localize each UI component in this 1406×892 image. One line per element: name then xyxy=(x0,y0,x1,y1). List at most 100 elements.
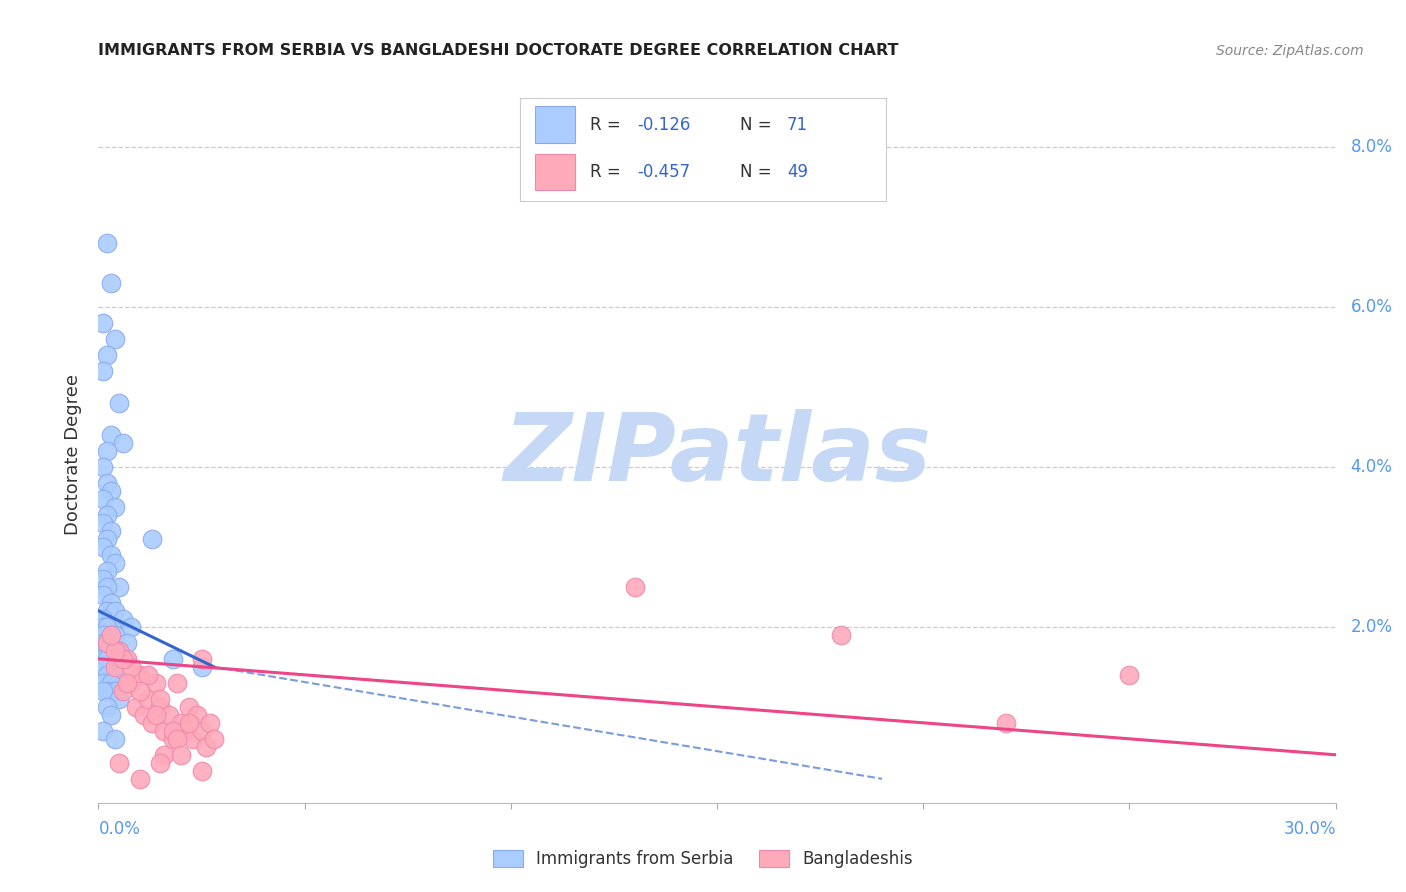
Point xyxy=(108,644,131,658)
Point xyxy=(100,707,122,722)
Point xyxy=(149,699,172,714)
Point xyxy=(91,588,114,602)
Point xyxy=(190,652,212,666)
Point xyxy=(96,636,118,650)
Point xyxy=(100,660,122,674)
Point xyxy=(96,636,118,650)
Point xyxy=(145,676,167,690)
Point xyxy=(91,540,114,554)
Point xyxy=(136,668,159,682)
Point xyxy=(108,644,131,658)
FancyBboxPatch shape xyxy=(534,106,575,144)
Text: 0.0%: 0.0% xyxy=(98,821,141,838)
Point xyxy=(112,436,135,450)
Point xyxy=(153,723,176,738)
Point xyxy=(91,652,114,666)
Point xyxy=(91,652,114,666)
Point xyxy=(104,683,127,698)
Point xyxy=(100,483,122,498)
Point xyxy=(1118,668,1140,682)
Text: ZIPatlas: ZIPatlas xyxy=(503,409,931,501)
Point xyxy=(994,715,1017,730)
Point xyxy=(108,396,131,410)
Point xyxy=(117,652,139,666)
Point xyxy=(162,652,184,666)
Point xyxy=(96,668,118,682)
FancyBboxPatch shape xyxy=(534,153,575,190)
Point xyxy=(190,764,212,778)
Point xyxy=(96,620,118,634)
Point xyxy=(91,620,114,634)
Point xyxy=(91,636,114,650)
Point xyxy=(104,668,127,682)
Text: 6.0%: 6.0% xyxy=(1351,298,1392,316)
Text: IMMIGRANTS FROM SERBIA VS BANGLADESHI DOCTORATE DEGREE CORRELATION CHART: IMMIGRANTS FROM SERBIA VS BANGLADESHI DO… xyxy=(98,43,898,58)
Point xyxy=(120,676,142,690)
Point xyxy=(96,652,118,666)
Point xyxy=(136,691,159,706)
Text: 49: 49 xyxy=(787,163,808,181)
Point xyxy=(112,612,135,626)
Point xyxy=(96,235,118,250)
Text: R =: R = xyxy=(589,163,626,181)
Point xyxy=(104,731,127,746)
Point xyxy=(96,644,118,658)
Point xyxy=(96,564,118,578)
Point xyxy=(91,683,114,698)
Point xyxy=(170,747,193,762)
Y-axis label: Doctorate Degree: Doctorate Degree xyxy=(63,375,82,535)
Point xyxy=(145,707,167,722)
Point xyxy=(179,699,201,714)
Point xyxy=(124,699,146,714)
Point xyxy=(91,723,114,738)
Point xyxy=(96,532,118,546)
Point xyxy=(91,628,114,642)
Text: Source: ZipAtlas.com: Source: ZipAtlas.com xyxy=(1216,44,1364,58)
Point xyxy=(128,683,150,698)
Point xyxy=(104,500,127,514)
Point xyxy=(108,756,131,770)
Point xyxy=(170,715,193,730)
Text: N =: N = xyxy=(740,116,776,134)
Point xyxy=(100,620,122,634)
Point xyxy=(91,612,114,626)
Point xyxy=(120,660,142,674)
Point xyxy=(108,691,131,706)
Text: 2.0%: 2.0% xyxy=(1351,618,1392,636)
Point xyxy=(104,644,127,658)
Point xyxy=(104,604,127,618)
Point xyxy=(202,731,225,746)
Point xyxy=(100,428,122,442)
Point xyxy=(104,332,127,346)
Point xyxy=(190,660,212,674)
Point xyxy=(623,580,645,594)
Point xyxy=(128,668,150,682)
Point xyxy=(96,604,118,618)
Text: -0.457: -0.457 xyxy=(637,163,690,181)
Text: N =: N = xyxy=(740,163,776,181)
Point xyxy=(112,652,135,666)
Point xyxy=(100,644,122,658)
Point xyxy=(117,636,139,650)
Point xyxy=(112,683,135,698)
Point xyxy=(128,772,150,786)
Point xyxy=(181,731,204,746)
Point xyxy=(96,508,118,522)
Point xyxy=(132,707,155,722)
Point xyxy=(149,756,172,770)
Point xyxy=(104,628,127,642)
Text: 71: 71 xyxy=(787,116,808,134)
Point xyxy=(96,652,118,666)
Point xyxy=(96,580,118,594)
Point xyxy=(100,524,122,538)
Text: -0.126: -0.126 xyxy=(637,116,690,134)
Point xyxy=(830,628,852,642)
Point xyxy=(91,644,114,658)
Point xyxy=(100,596,122,610)
Point xyxy=(153,747,176,762)
Point xyxy=(120,620,142,634)
Point xyxy=(91,676,114,690)
Point xyxy=(91,660,114,674)
Point xyxy=(141,715,163,730)
Point xyxy=(186,707,208,722)
